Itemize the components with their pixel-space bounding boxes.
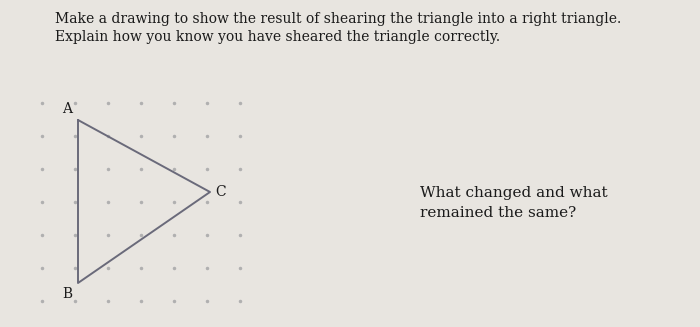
Text: remained the same?: remained the same? xyxy=(420,206,576,220)
Text: Make a drawing to show the result of shearing the triangle into a right triangle: Make a drawing to show the result of she… xyxy=(55,12,622,26)
Text: A: A xyxy=(62,102,72,116)
Text: Explain how you know you have sheared the triangle correctly.: Explain how you know you have sheared th… xyxy=(55,30,500,44)
Text: C: C xyxy=(215,185,225,199)
Text: What changed and what: What changed and what xyxy=(420,186,608,200)
Text: B: B xyxy=(62,287,72,301)
